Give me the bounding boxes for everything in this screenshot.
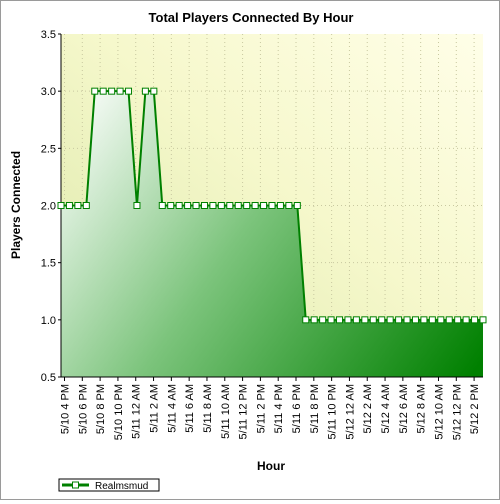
data-point-marker bbox=[226, 202, 234, 209]
y-tick-label: 1.0 bbox=[41, 315, 56, 327]
data-point-marker bbox=[428, 316, 436, 324]
y-tick-label: 2.0 bbox=[41, 201, 56, 213]
data-point-marker bbox=[293, 202, 301, 209]
x-axis-ticks: 5/10 4 PM 5/10 6 PM 5/10 8 PM 5/10 10 PM 5/1… bbox=[60, 377, 481, 440]
data-point-marker bbox=[91, 87, 99, 95]
data-point-marker bbox=[454, 316, 462, 324]
data-point-marker bbox=[411, 316, 419, 324]
x-tick-label: 5/11 8 AM bbox=[202, 384, 214, 433]
x-tick-label: 5/11 12 AM bbox=[131, 384, 143, 439]
data-point-marker bbox=[319, 316, 327, 324]
x-tick-label: 5/10 4 PM bbox=[60, 384, 72, 434]
data-point-marker bbox=[116, 87, 124, 95]
data-point-marker bbox=[57, 202, 65, 209]
data-point-marker bbox=[361, 316, 369, 324]
x-tick-label: 5/12 10 AM bbox=[433, 384, 445, 440]
data-point-marker bbox=[82, 202, 90, 209]
data-point-marker bbox=[344, 316, 352, 324]
data-point-marker bbox=[99, 87, 107, 95]
legend-swatch-marker bbox=[72, 481, 79, 489]
data-point-marker bbox=[108, 87, 116, 95]
x-tick-label: 5/12 2 AM bbox=[362, 384, 374, 434]
x-tick-label: 5/11 6 AM bbox=[184, 384, 196, 433]
data-point-marker bbox=[369, 316, 377, 324]
data-point-marker bbox=[471, 316, 479, 324]
x-tick-label: 5/12 12 PM bbox=[451, 384, 463, 440]
legend: Realmsmud bbox=[58, 478, 160, 492]
series-markers bbox=[57, 87, 487, 324]
data-point-marker bbox=[243, 202, 251, 209]
data-point-marker bbox=[175, 202, 183, 209]
data-point-marker bbox=[386, 316, 394, 324]
x-tick-label: 5/10 8 PM bbox=[95, 384, 107, 434]
y-tick-label: 3.0 bbox=[41, 86, 56, 98]
y-axis-title: Players Connected bbox=[9, 151, 23, 259]
data-point-marker bbox=[327, 316, 335, 324]
x-tick-label: 5/11 2 PM bbox=[255, 384, 267, 433]
data-point-marker bbox=[276, 202, 284, 209]
data-point-marker bbox=[200, 202, 208, 209]
x-tick-label: 5/10 6 PM bbox=[77, 384, 89, 434]
data-point-marker bbox=[310, 316, 318, 324]
x-tick-label: 5/11 6 PM bbox=[291, 384, 303, 433]
x-tick-label: 5/12 12 AM bbox=[344, 384, 356, 440]
legend-box bbox=[58, 478, 160, 492]
legend-label: Realmsmud bbox=[95, 481, 148, 492]
data-point-marker bbox=[285, 202, 293, 209]
y-tick-label: 3.5 bbox=[41, 29, 56, 41]
data-point-marker bbox=[234, 202, 242, 209]
data-point-marker bbox=[462, 316, 470, 324]
x-tick-label: 5/12 4 AM bbox=[380, 384, 392, 434]
data-point-marker bbox=[74, 202, 82, 209]
data-point-marker bbox=[184, 202, 192, 209]
x-tick-label: 5/12 2 PM bbox=[469, 384, 481, 434]
data-point-marker bbox=[125, 87, 133, 95]
data-point-marker bbox=[167, 202, 175, 209]
data-point-marker bbox=[302, 316, 310, 324]
x-tick-label: 5/12 6 AM bbox=[398, 384, 410, 434]
data-point-marker bbox=[150, 87, 158, 95]
series-area-fill bbox=[61, 91, 483, 378]
data-point-marker bbox=[209, 202, 217, 209]
y-axis-ticks: 0.5 1.0 1.5 2.0 2.5 3.0 3.5 bbox=[41, 29, 61, 384]
x-tick-label: 5/11 10 PM bbox=[327, 384, 339, 439]
data-point-marker bbox=[336, 316, 344, 324]
data-point-marker bbox=[420, 316, 428, 324]
x-tick-label: 5/11 10 AM bbox=[220, 384, 232, 439]
data-point-marker bbox=[445, 316, 453, 324]
data-point-marker bbox=[217, 202, 225, 209]
data-point-marker bbox=[479, 316, 487, 324]
data-point-marker bbox=[437, 316, 445, 324]
x-tick-label: 5/10 10 PM bbox=[113, 384, 125, 440]
x-tick-label: 5/11 2 AM bbox=[149, 384, 161, 433]
x-tick-label: 5/11 4 AM bbox=[166, 384, 178, 433]
data-point-marker bbox=[268, 202, 276, 209]
chart-title: Total Players Connected By Hour bbox=[149, 10, 354, 25]
data-point-marker bbox=[133, 202, 141, 209]
y-tick-label: 0.5 bbox=[41, 372, 56, 384]
y-tick-label: 2.5 bbox=[41, 143, 56, 155]
data-point-marker bbox=[378, 316, 386, 324]
data-point-marker bbox=[352, 316, 360, 324]
x-tick-label: 5/12 8 AM bbox=[416, 384, 428, 434]
data-point-marker bbox=[395, 316, 403, 324]
x-axis-title: Hour bbox=[257, 459, 285, 473]
data-point-marker bbox=[158, 202, 166, 209]
data-point-marker bbox=[260, 202, 268, 209]
data-point-marker bbox=[141, 87, 149, 95]
data-point-marker bbox=[192, 202, 200, 209]
data-point-marker bbox=[403, 316, 411, 324]
x-tick-label: 5/11 12 PM bbox=[238, 384, 250, 439]
y-tick-label: 1.5 bbox=[41, 258, 56, 270]
x-tick-label: 5/11 4 PM bbox=[273, 384, 285, 433]
data-point-marker bbox=[251, 202, 259, 209]
data-point-marker bbox=[65, 202, 73, 209]
x-tick-label: 5/11 8 PM bbox=[309, 384, 321, 433]
